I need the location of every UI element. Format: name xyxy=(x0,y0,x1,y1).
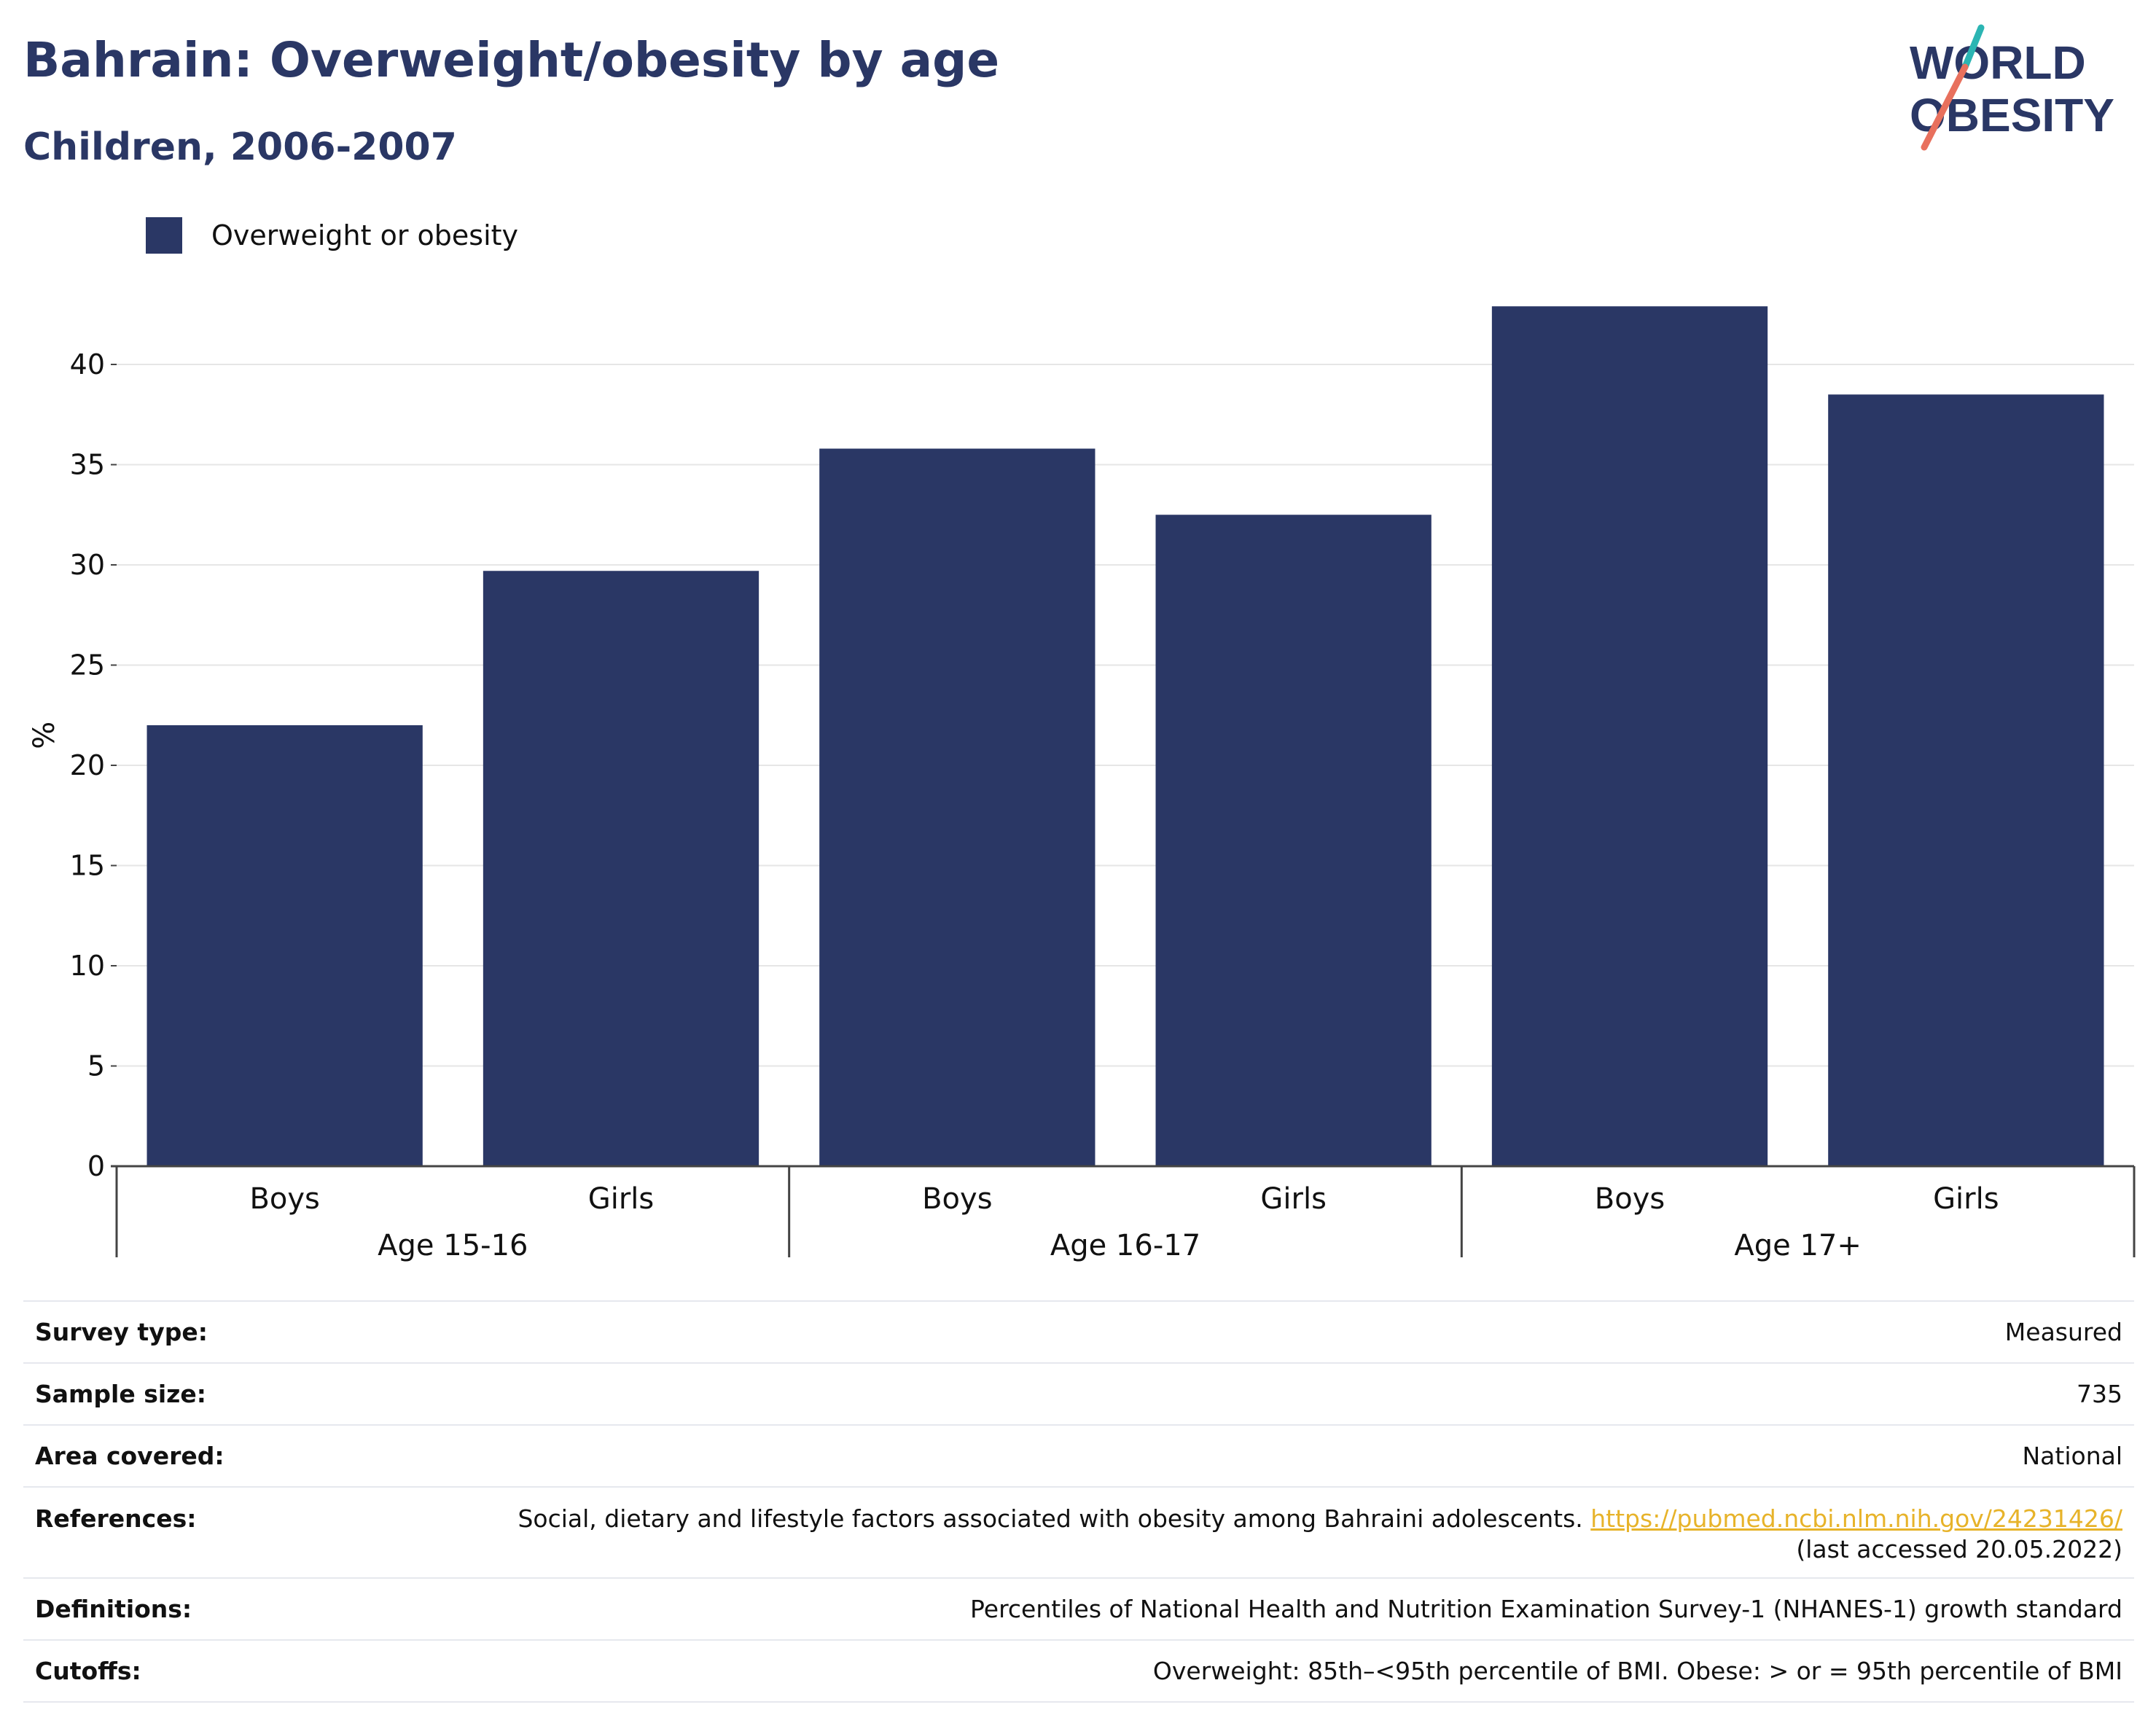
y-tick-label: 25 xyxy=(70,649,105,682)
x-group-label: Age 15-16 xyxy=(378,1229,528,1262)
info-row-cutoffs: Cutoffs: Overweight: 85th–<95th percenti… xyxy=(23,1639,2134,1703)
y-tick-label: 35 xyxy=(70,449,105,481)
bar xyxy=(819,448,1095,1166)
x-category-label: Boys xyxy=(249,1182,319,1216)
info-row-references: References: Social, dietary and lifestyl… xyxy=(23,1486,2134,1578)
y-tick-label: 30 xyxy=(70,549,105,581)
x-group-label: Age 16-17 xyxy=(1050,1229,1200,1262)
info-value: 735 xyxy=(338,1362,2134,1425)
info-value: Measured xyxy=(338,1300,2134,1363)
x-category-label: Girls xyxy=(588,1182,655,1216)
info-row-definitions: Definitions: Percentiles of National Hea… xyxy=(23,1577,2134,1640)
info-label: Survey type: xyxy=(23,1300,338,1363)
legend-swatch xyxy=(146,217,182,254)
x-category-label: Boys xyxy=(922,1182,992,1216)
info-label: References: xyxy=(23,1486,338,1578)
bar xyxy=(1828,394,2104,1166)
survey-info-table: Survey type: Measured Sample size: 735 A… xyxy=(23,1300,2134,1703)
world-obesity-logo: WORLD OBESITY xyxy=(1910,24,2114,151)
x-category-label: Girls xyxy=(1933,1182,1999,1216)
chart-subtitle: Children, 2006-2007 xyxy=(23,125,457,169)
legend-label: Overweight or obesity xyxy=(211,219,519,251)
y-tick-label: 40 xyxy=(70,348,105,380)
bar-chart: 0 5 10 15 20 25 30 35 40% Boys Girls Age 15-16 Boys G… xyxy=(28,306,2136,1262)
bar xyxy=(147,725,423,1166)
info-label: Cutoffs: xyxy=(23,1639,338,1703)
y-tick-label: 15 xyxy=(70,850,105,882)
x-category-label: Boys xyxy=(1595,1182,1665,1216)
y-tick-label: 10 xyxy=(70,950,105,982)
x-category-label: Girls xyxy=(1260,1182,1327,1216)
y-tick-label: 0 xyxy=(87,1150,105,1182)
svg-text:WORLD: WORLD xyxy=(1910,36,2086,89)
info-row-survey-type: Survey type: Measured xyxy=(23,1300,2134,1363)
bar xyxy=(483,571,759,1166)
y-tick-label: 20 xyxy=(70,749,105,781)
info-value: National xyxy=(338,1424,2134,1487)
reference-link[interactable]: https://pubmed.ncbi.nlm.nih.gov/24231426… xyxy=(1590,1504,2122,1533)
info-label: Sample size: xyxy=(23,1362,338,1425)
info-label: Area covered: xyxy=(23,1424,338,1487)
chart-legend: Overweight or obesity xyxy=(146,217,518,254)
info-value: Overweight: 85th–<95th percentile of BMI… xyxy=(338,1639,2134,1703)
x-group-label: Age 17+ xyxy=(1734,1229,1862,1262)
reference-accessed: (last accessed 20.05.2022) xyxy=(1796,1535,2122,1563)
info-row-sample-size: Sample size: 735 xyxy=(23,1362,2134,1425)
bar xyxy=(1491,306,1768,1166)
reference-text: Social, dietary and lifestyle factors as… xyxy=(517,1504,1583,1533)
info-label: Definitions: xyxy=(23,1577,338,1640)
chart-title: Bahrain: Overweight/obesity by age xyxy=(23,32,1000,88)
bar xyxy=(1155,515,1432,1166)
info-value: Percentiles of National Health and Nutri… xyxy=(338,1577,2134,1640)
info-value: Social, dietary and lifestyle factors as… xyxy=(338,1486,2134,1578)
y-tick-label: 5 xyxy=(87,1050,105,1082)
info-row-area-covered: Area covered: National xyxy=(23,1424,2134,1487)
y-axis-label: % xyxy=(28,722,61,749)
